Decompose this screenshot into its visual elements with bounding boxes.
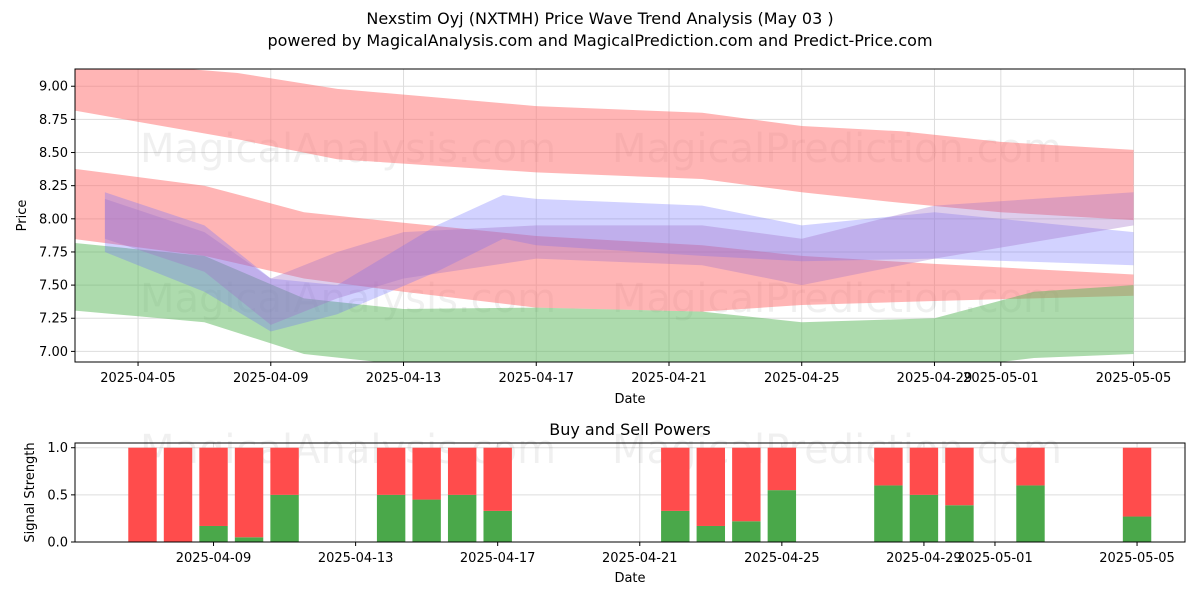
x-tick-label: 2025-04-13 [366, 371, 442, 386]
buy-bar [234, 537, 264, 542]
y-tick-label: 9.00 [39, 80, 68, 95]
x-tick-label: 2025-05-05 [1096, 371, 1172, 386]
buy-bar [874, 485, 903, 542]
sell-bar [376, 447, 406, 495]
x-axis-label: Date [614, 571, 645, 586]
x-tick-label: 2025-04-29 [886, 551, 962, 566]
buy-bar [483, 510, 512, 542]
y-tick-label: 0.5 [47, 488, 68, 503]
buy-bar [945, 505, 974, 542]
sell-bar [1122, 447, 1152, 517]
red-band [75, 69, 1134, 221]
sell-bar [874, 447, 903, 486]
sell-bar [1016, 447, 1045, 486]
sell-bar [767, 447, 797, 491]
buy-bar [661, 510, 690, 542]
buy-bar [732, 521, 761, 542]
buy-bar [696, 525, 726, 542]
x-tick-label: 2025-04-21 [631, 371, 707, 386]
sell-bar [945, 447, 974, 506]
purple-band [104, 192, 1134, 325]
y-tick-label: 8.25 [39, 179, 68, 194]
y-axis-label: Price [15, 200, 30, 232]
buy-bar [270, 494, 299, 542]
sell-bar [696, 447, 726, 526]
y-axis-label: Signal Strength [23, 442, 38, 542]
sell-bar [234, 447, 264, 538]
buy-bar [767, 490, 797, 542]
y-tick-label: 7.50 [39, 279, 68, 294]
buy-bar [447, 494, 477, 542]
sell-bar [163, 447, 193, 542]
blue-band [104, 192, 1134, 332]
x-tick-label: 2025-04-25 [744, 551, 820, 566]
x-tick-label: 2025-04-17 [460, 551, 536, 566]
x-tick-label: 2025-04-09 [233, 371, 309, 386]
x-tick-label: 2025-05-01 [957, 551, 1033, 566]
y-tick-label: 7.25 [39, 312, 68, 327]
sell-bar [483, 447, 512, 511]
x-tick-label: 2025-04-13 [318, 551, 394, 566]
plot-frame [74, 68, 1186, 363]
signal-chart-title: Buy and Sell Powers [549, 420, 711, 439]
plot-frame [74, 442, 1186, 543]
x-tick-label: 2025-04-09 [176, 551, 252, 566]
signal-chart: 0.0 0.5 1.0 2025-04-09 2025-04-13 2025-04-17 2… [23, 420, 1186, 586]
chart-subtitle: powered by MagicalAnalysis.com and Magic… [267, 31, 933, 50]
buy-bar [376, 494, 406, 542]
y-tick-label: 8.75 [39, 113, 68, 128]
y-tick-label: 7.00 [39, 345, 68, 360]
sell-bar [128, 447, 157, 542]
x-tick-label: 2025-04-05 [100, 371, 176, 386]
y-tick-label: 0.0 [47, 536, 68, 551]
sell-bar [909, 447, 939, 495]
sell-bar [447, 447, 477, 495]
x-tick-label: 2025-04-17 [498, 371, 574, 386]
sell-bar [270, 447, 299, 495]
y-tick-label: 8.00 [39, 212, 68, 227]
price-chart: 7.00 7.25 7.50 7.75 8.00 8.25 8.50 8.75 9.00 2025… [15, 68, 1186, 407]
buy-bar [199, 525, 228, 542]
buy-bar [1016, 485, 1045, 542]
sell-bar [732, 447, 761, 522]
x-tick-label: 2025-04-29 [897, 371, 973, 386]
x-tick-label: 2025-04-25 [764, 371, 840, 386]
band-group [75, 69, 1134, 362]
red-band [75, 168, 1134, 312]
buy-bar [1122, 516, 1152, 542]
buy-bar [909, 494, 939, 542]
x-tick-label: 2025-05-05 [1099, 551, 1175, 566]
x-tick-label: 2025-04-21 [602, 551, 678, 566]
chart-title: Nexstim Oyj (NXTMH) Price Wave Trend Ana… [366, 9, 834, 28]
y-tick-label: 8.50 [39, 146, 68, 161]
x-axis-label: Date [614, 392, 645, 407]
y-tick-label: 7.75 [39, 245, 68, 260]
y-tick-label: 1.0 [47, 441, 68, 456]
sell-bar [412, 447, 441, 500]
buy-bar [412, 499, 441, 542]
sell-bar [661, 447, 690, 511]
x-tick-label: 2025-05-01 [963, 371, 1039, 386]
green-band [75, 243, 1134, 362]
sell-bar [199, 447, 228, 526]
